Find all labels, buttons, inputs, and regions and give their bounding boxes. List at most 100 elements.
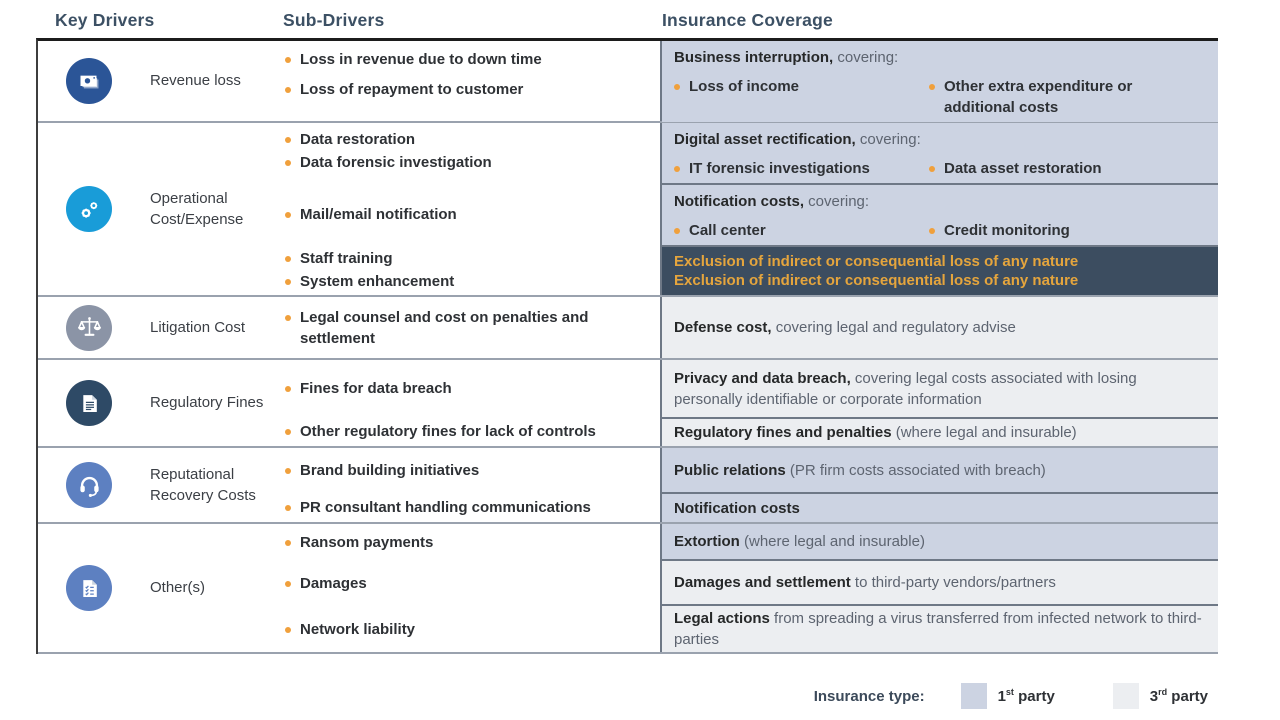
coverage-cell: Business interruption, covering: Loss of… bbox=[662, 41, 1218, 122]
coverage-cell-stack: Defense cost, covering legal and regulat… bbox=[660, 297, 1218, 358]
coverage-bullet-item: Call center bbox=[674, 220, 929, 241]
third-party-label: 3rd party bbox=[1149, 687, 1208, 705]
bullet-icon bbox=[929, 166, 935, 172]
bullet-icon bbox=[285, 504, 291, 511]
table-header: Key Drivers Sub-Drivers Insurance Covera… bbox=[36, 6, 1218, 38]
coverage-bullet-item: Credit monitoring bbox=[929, 220, 1206, 241]
exclusion-text: Exclusion of indirect or consequential l… bbox=[674, 252, 1079, 270]
bullet-icon bbox=[285, 626, 291, 633]
key-driver-label: Reputational Recovery Costs bbox=[150, 465, 256, 504]
bullet-icon bbox=[285, 314, 291, 321]
banknotes-icon bbox=[66, 58, 112, 104]
coverage-title: Business interruption, covering: bbox=[674, 49, 899, 66]
exclusion-text: Exclusion of indirect or consequential l… bbox=[674, 272, 1079, 289]
coverage-cell: Extortion (where legal and insurable) bbox=[662, 524, 1218, 560]
third-party-swatch bbox=[1112, 683, 1139, 709]
sub-drivers-cell: Legal counsel and cost on penalties and … bbox=[275, 297, 660, 358]
bullet-icon bbox=[674, 84, 680, 90]
coverage-cell-stack: Public relations (PR firm costs associat… bbox=[660, 448, 1218, 522]
bullet-icon bbox=[285, 429, 291, 435]
coverage-title: Digital asset rectification, covering: bbox=[674, 131, 921, 148]
sub-driver-item: Other regulatory fines for lack of contr… bbox=[285, 421, 656, 442]
table-row: Operational Cost/Expense Data restoratio… bbox=[38, 123, 1218, 297]
bullet-icon bbox=[285, 580, 291, 587]
legend-label: Insurance type: bbox=[813, 687, 925, 705]
bullet-icon bbox=[674, 228, 680, 234]
table-row: Litigation Cost Legal counsel and cost o… bbox=[38, 297, 1218, 360]
sub-drivers-cell: Brand building initiatives PR consultant… bbox=[275, 448, 660, 522]
key-driver-cell: Reputational Recovery Costs bbox=[38, 448, 275, 522]
bullet-icon bbox=[285, 211, 291, 218]
coverage-cell: Defense cost, covering legal and regulat… bbox=[662, 297, 1218, 358]
table-row: Revenue loss Loss in revenue due to down… bbox=[38, 41, 1218, 123]
first-party-swatch bbox=[960, 683, 987, 709]
coverage-bullet-item: Data asset restoration bbox=[929, 158, 1206, 179]
sub-driver-item: Loss in revenue due to down time bbox=[285, 49, 656, 70]
coverage-cell: Privacy and data breach, covering legal … bbox=[662, 360, 1218, 417]
sub-driver-item: Loss of repayment to customer bbox=[285, 79, 656, 100]
sub-driver-item: Ransom payments bbox=[285, 532, 656, 553]
bullet-icon bbox=[929, 228, 935, 234]
first-party-label: 1st party bbox=[997, 687, 1055, 705]
key-driver-label: Revenue loss bbox=[150, 72, 241, 90]
coverage-cell: Regulatory fines and penalties (where le… bbox=[662, 417, 1218, 446]
key-driver-label: Regulatory Fines bbox=[150, 394, 264, 412]
key-driver-cell: Operational Cost/Expense bbox=[38, 123, 275, 295]
sub-driver-item: System enhancement bbox=[285, 271, 656, 292]
key-driver-label: Litigation Cost bbox=[150, 318, 246, 336]
key-driver-cell: Revenue loss bbox=[38, 41, 275, 121]
cyber-insurance-coverage-table: Key Drivers Sub-Drivers Insurance Covera… bbox=[36, 6, 1218, 654]
coverage-bullet-item: IT forensic investigations bbox=[674, 158, 929, 179]
bullet-icon bbox=[285, 87, 291, 93]
headset-icon bbox=[66, 462, 112, 508]
column-header-insurance-coverage: Insurance Coverage bbox=[662, 10, 833, 30]
coverage-cell-stack: Digital asset rectification, covering: I… bbox=[660, 123, 1218, 295]
scales-icon bbox=[66, 304, 112, 351]
coverage-cell-stack: Privacy and data breach, covering legal … bbox=[660, 360, 1218, 446]
sub-drivers-cell: Loss in revenue due to down time Loss of… bbox=[275, 41, 660, 121]
sub-driver-item: Fines for data breach bbox=[285, 378, 656, 399]
coverage-cell: Digital asset rectification, covering: I… bbox=[662, 123, 1218, 183]
bullet-icon bbox=[285, 57, 291, 63]
table-row: Regulatory Fines Fines for data breach O… bbox=[38, 360, 1218, 448]
sub-driver-item: Staff training bbox=[285, 248, 656, 269]
bullet-icon bbox=[285, 160, 291, 166]
coverage-cell-stack: Extortion (where legal and insurable) Da… bbox=[660, 524, 1218, 652]
bullet-icon bbox=[674, 166, 680, 172]
key-driver-cell: Regulatory Fines bbox=[38, 360, 275, 446]
bullet-icon bbox=[285, 539, 291, 546]
bullet-icon bbox=[285, 137, 291, 143]
table-row: Reputational Recovery Costs Brand buildi… bbox=[38, 448, 1218, 524]
bullet-icon bbox=[929, 84, 935, 90]
key-driver-cell: Other(s) bbox=[38, 524, 275, 652]
coverage-bullet-item: Loss of income bbox=[674, 76, 929, 118]
coverage-cell: Damages and settlement to third-party ve… bbox=[662, 559, 1218, 604]
bullet-icon bbox=[285, 279, 291, 285]
sub-driver-item: PR consultant handling communications bbox=[285, 497, 656, 518]
coverage-cell-stack: Business interruption, covering: Loss of… bbox=[660, 41, 1218, 122]
legend: Insurance type: 1st party 3rd party bbox=[814, 683, 1208, 709]
sub-driver-item: Data forensic investigation bbox=[285, 152, 656, 173]
column-header-sub-drivers: Sub-Drivers bbox=[283, 10, 385, 30]
sub-driver-item: Data restoration bbox=[285, 129, 656, 150]
bullet-icon bbox=[285, 467, 291, 474]
coverage-title: Notification costs, covering: bbox=[674, 193, 870, 210]
sub-driver-item: Network liability bbox=[285, 619, 656, 640]
key-driver-cell: Litigation Cost bbox=[38, 297, 275, 358]
coverage-bullet-item: Other extra expenditure or additional co… bbox=[929, 76, 1206, 118]
sub-drivers-cell: Data restoration Data forensic investiga… bbox=[275, 123, 660, 295]
bullet-icon bbox=[285, 256, 291, 262]
sub-driver-item: Legal counsel and cost on penalties and … bbox=[285, 307, 656, 349]
coverage-cell: Notification costs bbox=[662, 492, 1218, 522]
table-body: Revenue loss Loss in revenue due to down… bbox=[36, 38, 1218, 654]
exclusion-banner: Exclusion of indirect or consequential l… bbox=[662, 245, 1218, 295]
checklist-icon bbox=[66, 565, 112, 611]
bullet-icon bbox=[285, 386, 291, 392]
key-driver-label: Other(s) bbox=[150, 579, 206, 597]
coverage-cell: Legal actions from spreading a virus tra… bbox=[662, 604, 1218, 652]
coverage-cell: Notification costs, covering: Call cente… bbox=[662, 183, 1218, 245]
table-row: Other(s) Ransom payments Damages Network… bbox=[38, 524, 1218, 654]
document-icon bbox=[66, 380, 112, 426]
sub-drivers-cell: Fines for data breach Other regulatory f… bbox=[275, 360, 660, 446]
sub-drivers-cell: Ransom payments Damages Network liabilit… bbox=[275, 524, 660, 652]
